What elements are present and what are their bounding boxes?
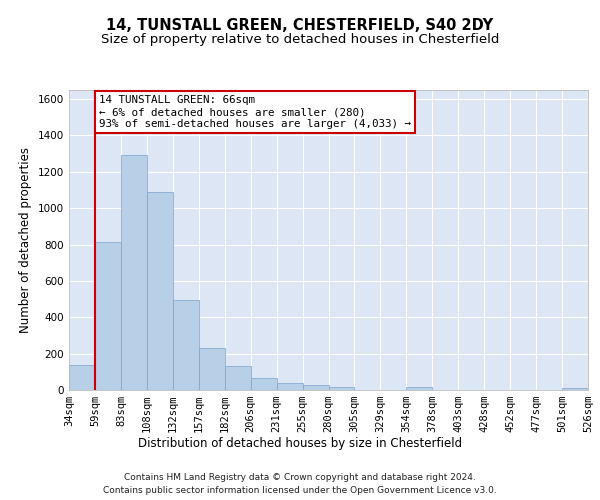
Text: 14 TUNSTALL GREEN: 66sqm
← 6% of detached houses are smaller (280)
93% of semi-d: 14 TUNSTALL GREEN: 66sqm ← 6% of detache…: [99, 96, 411, 128]
Bar: [95, 242, 121, 390]
Bar: [69, 366, 95, 390]
Text: 14, TUNSTALL GREEN, CHESTERFIELD, S40 2DY: 14, TUNSTALL GREEN, CHESTERFIELD, S40 2D…: [106, 18, 494, 32]
Bar: [562, 388, 588, 390]
Bar: [225, 366, 251, 390]
Bar: [147, 192, 173, 390]
Bar: [277, 382, 302, 390]
Bar: [199, 348, 224, 390]
Text: Contains public sector information licensed under the Open Government Licence v3: Contains public sector information licen…: [103, 486, 497, 495]
Text: Contains HM Land Registry data © Crown copyright and database right 2024.: Contains HM Land Registry data © Crown c…: [124, 472, 476, 482]
Bar: [251, 378, 277, 390]
Y-axis label: Number of detached properties: Number of detached properties: [19, 147, 32, 333]
Bar: [406, 388, 432, 390]
Bar: [302, 385, 329, 390]
Bar: [173, 300, 199, 390]
Text: Size of property relative to detached houses in Chesterfield: Size of property relative to detached ho…: [101, 32, 499, 46]
Bar: [121, 156, 147, 390]
Bar: [329, 388, 355, 390]
Text: Distribution of detached houses by size in Chesterfield: Distribution of detached houses by size …: [138, 438, 462, 450]
